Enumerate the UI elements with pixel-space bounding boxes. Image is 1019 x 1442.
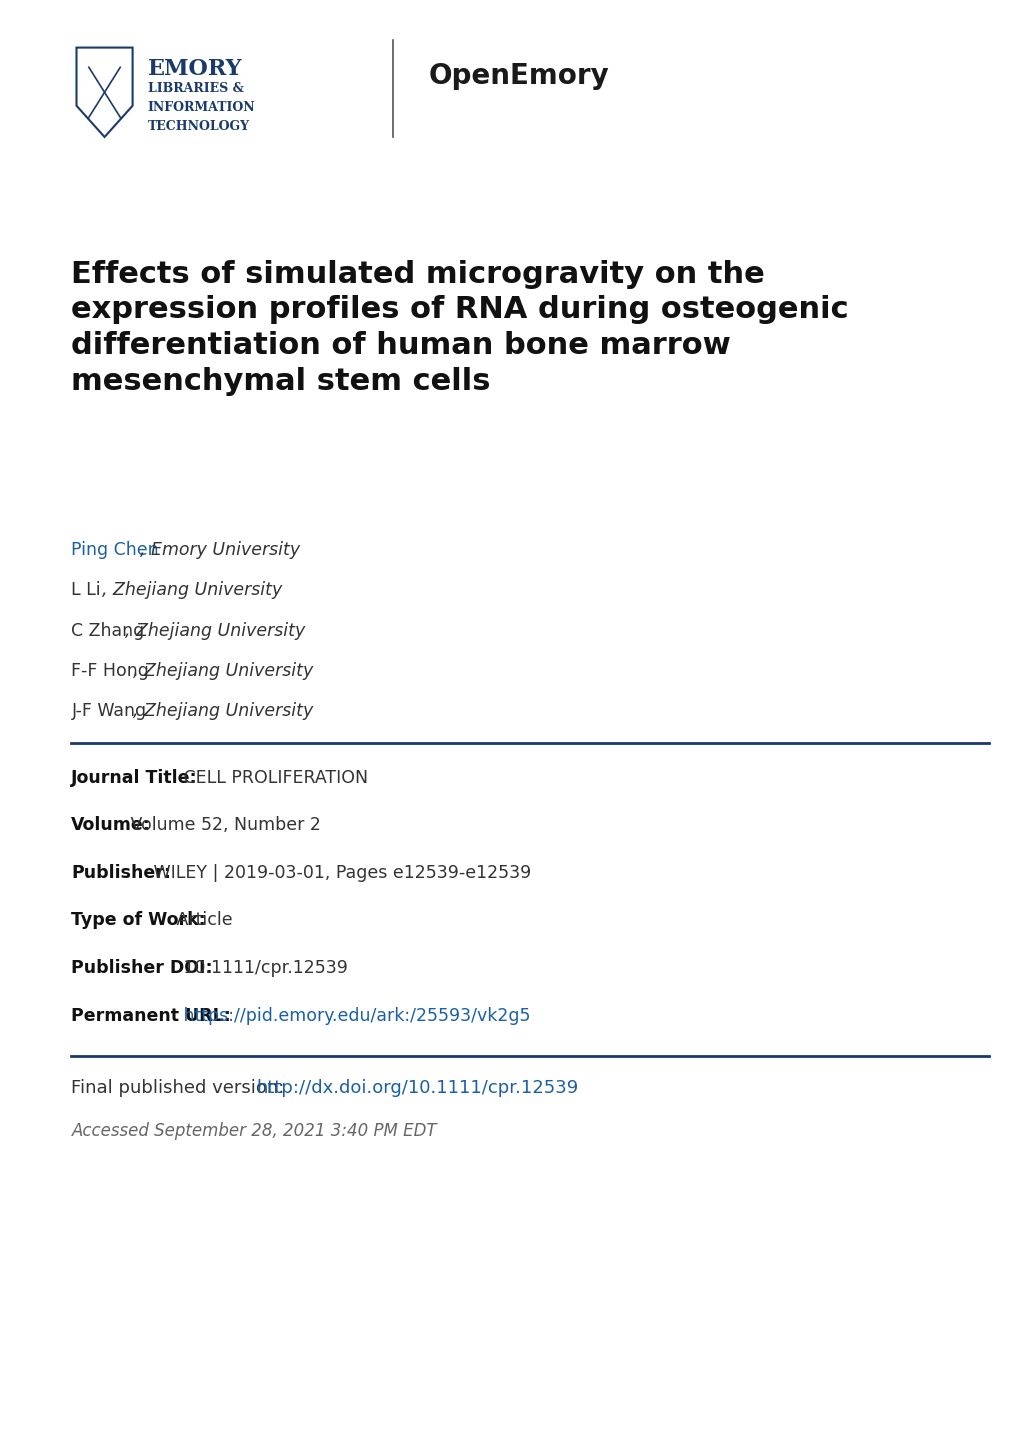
Text: CELL PROLIFERATION: CELL PROLIFERATION bbox=[178, 769, 368, 786]
Text: Permanent URL:: Permanent URL: bbox=[71, 1007, 231, 1024]
Text: INFORMATION: INFORMATION bbox=[148, 101, 256, 114]
Text: Type of Work:: Type of Work: bbox=[71, 911, 206, 929]
Text: Article: Article bbox=[171, 911, 232, 929]
Text: , Zhejiang University: , Zhejiang University bbox=[132, 662, 313, 679]
Text: http://dx.doi.org/10.1111/cpr.12539: http://dx.doi.org/10.1111/cpr.12539 bbox=[256, 1079, 578, 1096]
Text: , Zhejiang University: , Zhejiang University bbox=[125, 622, 305, 639]
Text: Journal Title:: Journal Title: bbox=[71, 769, 198, 786]
Text: J-F Wang: J-F Wang bbox=[71, 702, 147, 720]
Text: , Emory University: , Emory University bbox=[141, 541, 300, 558]
Text: WILEY | 2019-03-01, Pages e12539-e12539: WILEY | 2019-03-01, Pages e12539-e12539 bbox=[148, 864, 531, 881]
Text: , Zhejiang University: , Zhejiang University bbox=[102, 581, 282, 598]
Text: Volume 52, Number 2: Volume 52, Number 2 bbox=[125, 816, 321, 833]
Text: Publisher:: Publisher: bbox=[71, 864, 171, 881]
Text: EMORY: EMORY bbox=[148, 58, 243, 79]
Text: OpenEmory: OpenEmory bbox=[428, 62, 608, 89]
Text: Final published version:: Final published version: bbox=[71, 1079, 290, 1096]
Text: Effects of simulated microgravity on the
expression profiles of RNA during osteo: Effects of simulated microgravity on the… bbox=[71, 260, 848, 397]
Text: Publisher DOI:: Publisher DOI: bbox=[71, 959, 213, 976]
Text: https://pid.emory.edu/ark:/25593/vk2g5: https://pid.emory.edu/ark:/25593/vk2g5 bbox=[178, 1007, 531, 1024]
Text: LIBRARIES &: LIBRARIES & bbox=[148, 82, 244, 95]
Text: Accessed September 28, 2021 3:40 PM EDT: Accessed September 28, 2021 3:40 PM EDT bbox=[71, 1122, 436, 1139]
Text: L Li: L Li bbox=[71, 581, 101, 598]
Text: Ping Chen: Ping Chen bbox=[71, 541, 159, 558]
Text: 10.1111/cpr.12539: 10.1111/cpr.12539 bbox=[178, 959, 348, 976]
Text: F-F Hong: F-F Hong bbox=[71, 662, 149, 679]
Text: , Zhejiang University: , Zhejiang University bbox=[132, 702, 313, 720]
Text: C Zhang: C Zhang bbox=[71, 622, 145, 639]
Text: TECHNOLOGY: TECHNOLOGY bbox=[148, 120, 250, 133]
Text: Volume:: Volume: bbox=[71, 816, 151, 833]
